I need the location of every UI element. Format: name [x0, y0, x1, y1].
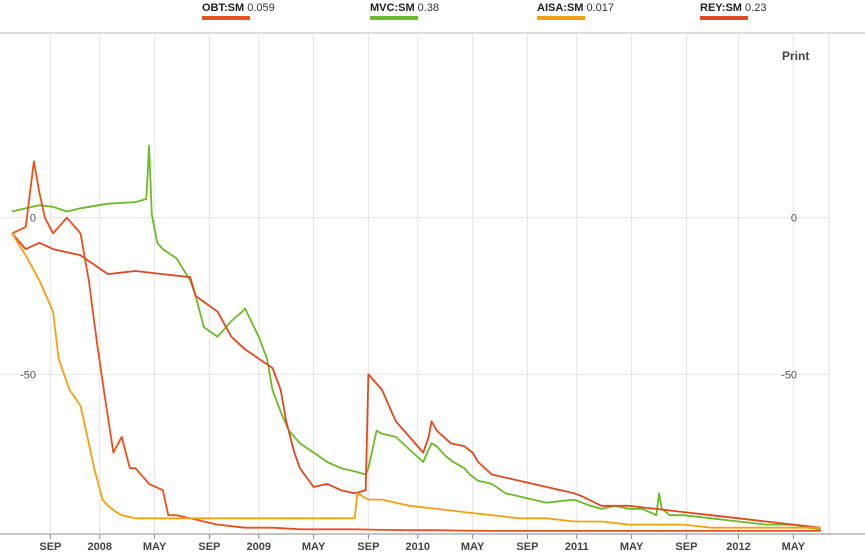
x-tick-label: 2011 — [565, 541, 589, 552]
x-tick-label: SEP — [357, 541, 379, 552]
y-tick-label-right: -50 — [781, 369, 797, 381]
x-tick-label: SEP — [198, 541, 220, 552]
legend-value: 0.059 — [244, 2, 275, 14]
x-tick-label: 2009 — [247, 541, 271, 552]
x-tick-label: MAY — [143, 541, 167, 552]
legend-item[interactable]: AISA:SM 0.017 — [537, 2, 615, 20]
legend-value: 0.23 — [741, 2, 767, 14]
series-line-mvc-sm — [11, 144, 821, 531]
legend-swatch — [202, 16, 250, 20]
legend-symbol: AISA:SM — [537, 2, 584, 14]
x-axis-labels: SEP 2008 MAY SEP 2009 MAY SEP 2010 MAY SEP 2011 MAY… — [39, 541, 805, 552]
x-tick-label: MAY — [461, 541, 485, 552]
legend-swatch — [370, 16, 418, 20]
x-tick-label: MAY — [620, 541, 644, 552]
y-tick-label-left: 0 — [30, 213, 36, 225]
y-axis-labels: 0 0 -50 -50 — [20, 213, 797, 382]
grid — [0, 32, 865, 539]
x-tick-label: 2008 — [87, 541, 111, 552]
y-tick-label-left: -50 — [20, 369, 36, 381]
legend-item[interactable]: MVC:SM 0.38 — [370, 2, 440, 20]
x-tick-label: MAY — [302, 541, 326, 552]
x-tick-label: SEP — [675, 541, 697, 552]
legend-value: 0.017 — [583, 2, 615, 14]
series-lines — [11, 144, 821, 532]
legend-symbol: REY:SM — [700, 2, 742, 14]
y-tick-label-right: 0 — [791, 213, 797, 225]
print-button[interactable]: Print — [782, 49, 810, 63]
legend-symbol: MVC:SM — [370, 2, 415, 14]
legend-item[interactable]: REY:SM 0.23 — [700, 2, 767, 20]
legend-symbol: OBT:SM — [202, 2, 245, 14]
legend-item[interactable]: OBT:SM 0.059 — [202, 2, 275, 20]
x-tick-label: 2012 — [726, 541, 750, 552]
x-tick-label: 2010 — [406, 541, 430, 552]
series-line-obt-sm — [11, 160, 821, 532]
series-line-aisa-sm — [11, 232, 821, 529]
x-tick-label: SEP — [516, 541, 538, 552]
x-tick-label: MAY — [782, 541, 806, 552]
legend-value: 0.38 — [414, 2, 440, 14]
legend-swatch — [700, 16, 748, 20]
x-tick-label: SEP — [39, 541, 61, 552]
legend-swatch — [537, 16, 585, 20]
series-line-rey-sm — [11, 232, 821, 529]
